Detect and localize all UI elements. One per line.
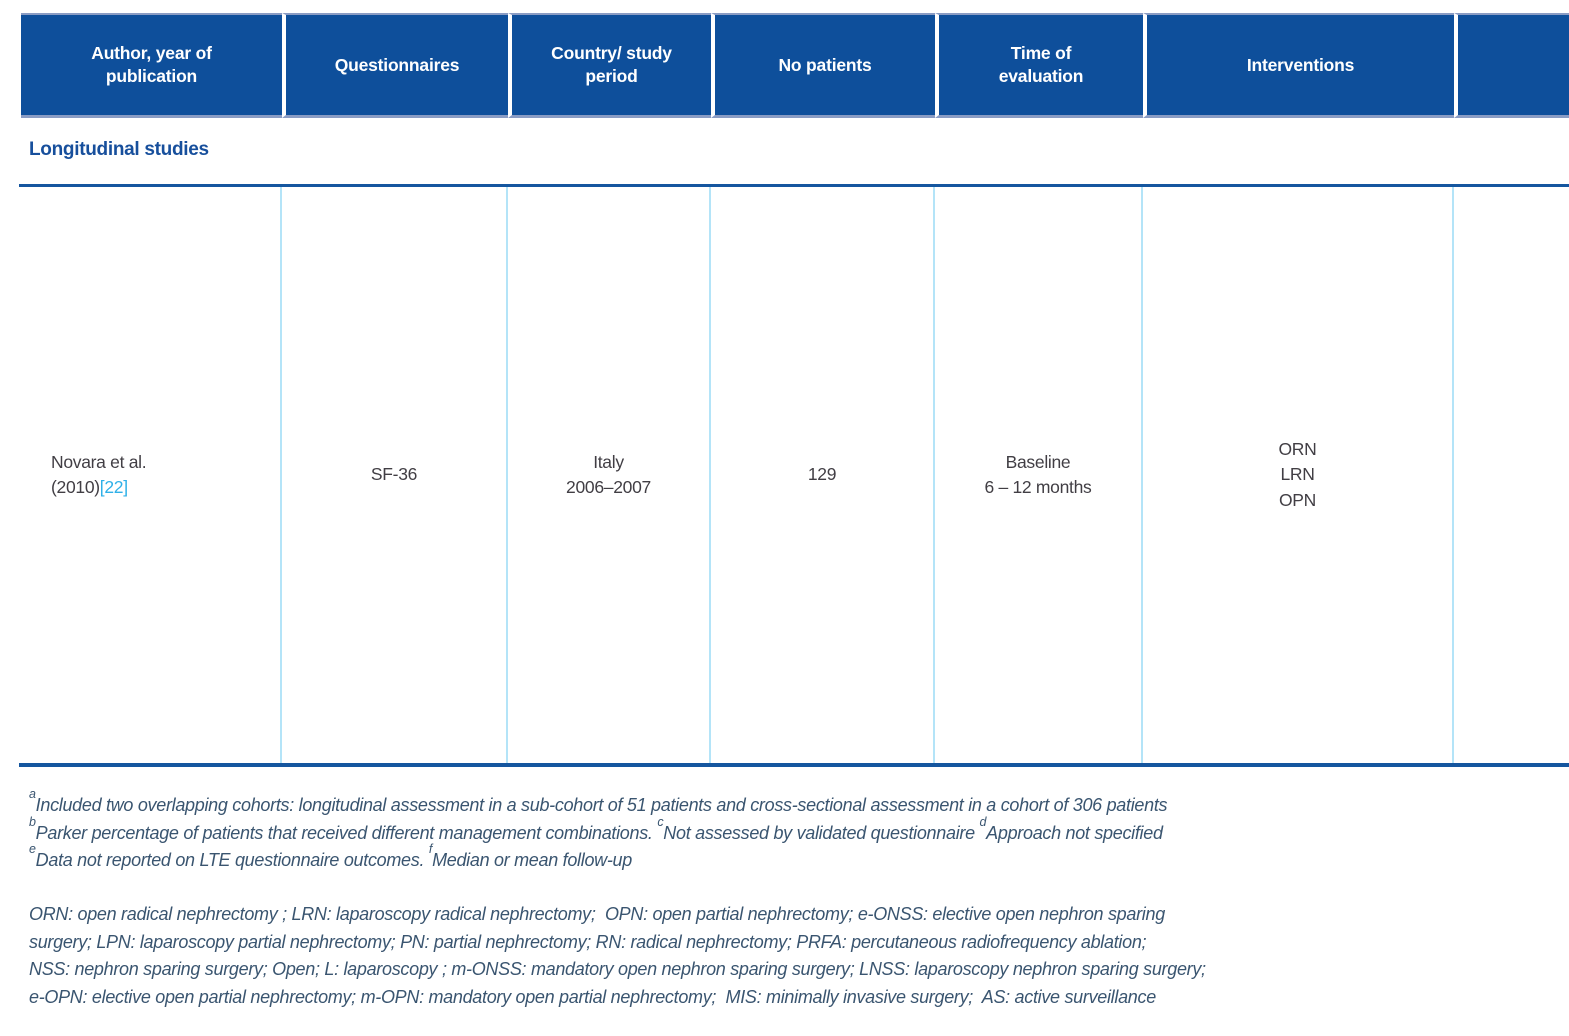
table-row: Novara et al. (2010)[22] SF-36 Italy 200… (21, 187, 1569, 763)
cell-country-study-period: Italy 2006–2007 (508, 187, 711, 763)
footnote-marker-f: f (428, 842, 433, 856)
footnote-c-text: Not assessed by validated questionnaire (663, 822, 980, 843)
publication-year: (2010) (51, 477, 100, 497)
questionnaire-value: SF-36 (370, 464, 418, 485)
author-name: Novara et al. (51, 451, 147, 472)
cell-time-of-evaluation: Baseline 6 – 12 months (935, 187, 1143, 763)
cell-empty (1454, 187, 1569, 763)
publication-year-line: (2010)[22] (51, 475, 146, 500)
header-cell-author-year: Author, year of publication (21, 13, 282, 118)
header-cell-time-of-evaluation: Time of evaluation (935, 13, 1143, 118)
header-cell-no-patients: No patients (711, 13, 935, 118)
citation-link[interactable]: [22] (99, 477, 128, 497)
intervention-item: LRN (1280, 464, 1315, 485)
header-cell-interventions: Interventions (1143, 13, 1454, 118)
cell-interventions: ORN LRN OPN (1143, 187, 1454, 763)
footnote-d-text: Approach not specified (986, 822, 1163, 843)
table-header-row: Author, year of publication Questionnaire… (21, 13, 1569, 118)
footnotes: aIncluded two overlapping cohorts: longi… (29, 788, 1549, 875)
time-of-evaluation-line2: 6 – 12 months (984, 477, 1092, 497)
footnote-f-text: Median or mean follow-up (432, 850, 632, 870)
header-cell-country-study-period: Country/ study period (508, 13, 711, 118)
study-period-value: 2006–2007 (566, 477, 651, 497)
intervention-item: ORN (1278, 438, 1317, 459)
abbreviation-line: NSS: nephron sparing surgery; Open; L: l… (29, 959, 1206, 979)
footnote-marker-b: b (29, 814, 36, 829)
footnote-marker-c: c (657, 814, 664, 829)
cell-no-patients: 129 (711, 187, 935, 763)
footnote-marker-a: a (29, 787, 36, 801)
footnote-a-text: Included two overlapping cohorts: longit… (35, 795, 1168, 815)
cell-author-year: Novara et al. (2010)[22] (21, 187, 282, 763)
country-value: Italy (593, 451, 624, 472)
no-patients-value: 129 (807, 464, 837, 485)
abbreviations-paragraph: ORN: open radical nephrectomy ; LRN: lap… (29, 901, 1549, 1011)
table-top-rule (19, 184, 1569, 187)
footnote-a: aIncluded two overlapping cohorts: longi… (29, 788, 1549, 820)
footnote-e-text: Data not reported on LTE questionnaire o… (35, 850, 429, 870)
table-bottom-rule (19, 763, 1569, 767)
abbreviation-line: surgery; LPN: laparoscopy partial nephre… (29, 931, 1147, 952)
footnote-b-text: Parker percentage of patients that recei… (35, 822, 658, 843)
footnote-e-f: eData not reported on LTE questionnaire … (29, 843, 1549, 875)
footnote-marker-e: e (29, 842, 36, 856)
abbreviation-line: ORN: open radical nephrectomy ; LRN: lap… (29, 904, 1165, 924)
cell-questionnaires: SF-36 (282, 187, 508, 763)
header-cell-empty (1454, 13, 1569, 118)
time-of-evaluation-line1: Baseline (1005, 451, 1071, 472)
section-label-longitudinal-studies: Longitudinal studies (29, 139, 209, 160)
abbreviation-line: e-OPN: elective open partial nephrectomy… (29, 986, 1156, 1007)
intervention-item: OPN (1278, 489, 1317, 510)
footnote-marker-d: d (979, 814, 987, 829)
header-cell-questionnaires: Questionnaires (282, 13, 508, 118)
footnote-b-c-d: bParker percentage of patients that rece… (29, 815, 1549, 848)
